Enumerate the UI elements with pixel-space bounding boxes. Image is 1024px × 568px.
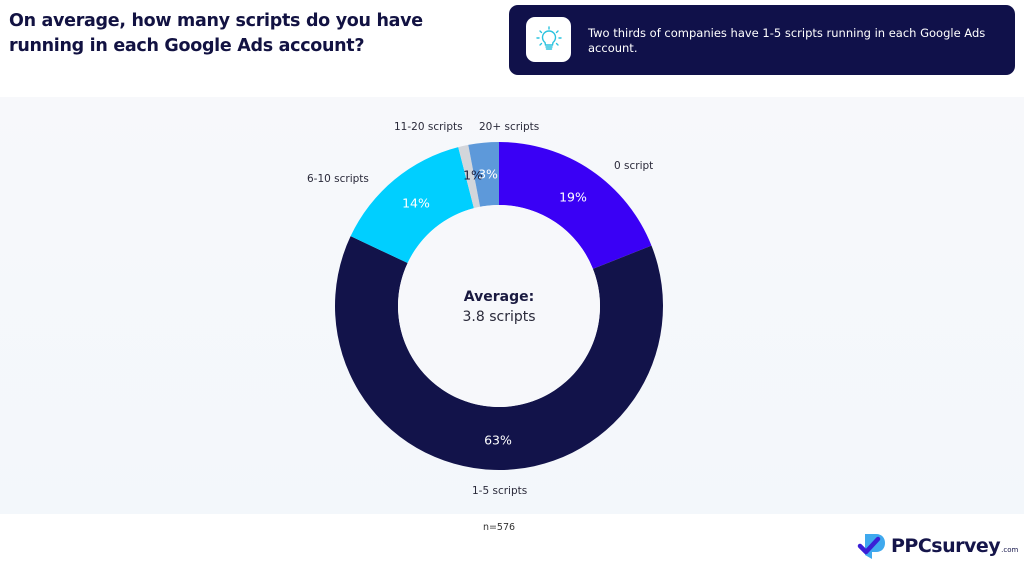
checkmark-logo-icon xyxy=(857,534,885,559)
value-label-20plus-scripts: 3% xyxy=(478,166,498,182)
lightbulb-icon xyxy=(526,17,571,62)
donut-slice-11-20-scripts xyxy=(458,144,481,209)
donut-slice-0-script xyxy=(499,142,652,269)
sample-size: n=576 xyxy=(482,522,516,533)
page-title: On average, how many scripts do you have… xyxy=(9,11,423,56)
value-label-1-5-scripts: 63% xyxy=(484,432,512,448)
category-label-20plus-scripts: 20+ scripts xyxy=(479,121,540,133)
category-label-6-10-scripts: 6-10 scripts xyxy=(307,173,369,185)
donut-slice-1-5-scripts xyxy=(335,236,663,470)
average-value: 3.8 scripts xyxy=(462,309,536,325)
average-annotation: Average: 3.8 scripts xyxy=(399,287,599,327)
brand-suffix: .com xyxy=(1001,546,1019,554)
insight-banner: Two thirds of companies have 1-5 scripts… xyxy=(509,5,1015,75)
category-label-0-script: 0 script xyxy=(614,160,654,172)
value-label-11-20-scripts: 1% xyxy=(463,167,483,183)
donut-hole xyxy=(398,205,600,407)
category-label-1-5-scripts: 1-5 scripts xyxy=(472,485,528,497)
category-label-11-20-scripts: 11-20 scripts xyxy=(394,121,463,133)
average-label: Average: xyxy=(463,289,535,305)
value-label-6-10-scripts: 14% xyxy=(402,195,430,211)
donut-slice-20-scripts xyxy=(468,142,499,207)
insight-text: Two thirds of companies have 1-5 scripts… xyxy=(588,26,986,55)
donut-slice-6-10-scripts xyxy=(350,147,474,263)
value-label-0-script: 19% xyxy=(559,189,587,205)
brand-name: PPCsurvey xyxy=(891,535,1001,557)
ppcsurvey-logo: PPCsurvey .com xyxy=(857,530,1018,562)
